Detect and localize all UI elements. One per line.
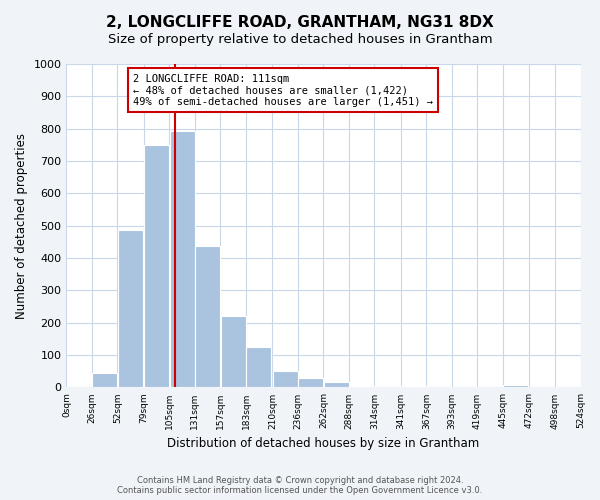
Bar	[401, 386, 426, 388]
Text: Contains HM Land Registry data © Crown copyright and database right 2024.
Contai: Contains HM Land Registry data © Crown c…	[118, 476, 482, 495]
Text: 2 LONGCLIFFE ROAD: 111sqm
← 48% of detached houses are smaller (1,422)
49% of se: 2 LONGCLIFFE ROAD: 111sqm ← 48% of detac…	[133, 74, 433, 107]
Y-axis label: Number of detached properties: Number of detached properties	[15, 132, 28, 318]
Bar	[195, 246, 220, 388]
Bar	[118, 230, 143, 388]
Text: Size of property relative to detached houses in Grantham: Size of property relative to detached ho…	[107, 32, 493, 46]
Bar	[324, 382, 349, 388]
Text: 2, LONGCLIFFE ROAD, GRANTHAM, NG31 8DX: 2, LONGCLIFFE ROAD, GRANTHAM, NG31 8DX	[106, 15, 494, 30]
X-axis label: Distribution of detached houses by size in Grantham: Distribution of detached houses by size …	[167, 437, 479, 450]
Bar	[144, 145, 169, 388]
Bar	[349, 386, 374, 388]
Bar	[221, 316, 246, 388]
Bar	[272, 370, 298, 388]
Bar	[503, 385, 528, 388]
Bar	[92, 373, 117, 388]
Bar	[246, 346, 271, 388]
Bar	[298, 378, 323, 388]
Bar	[170, 131, 194, 388]
